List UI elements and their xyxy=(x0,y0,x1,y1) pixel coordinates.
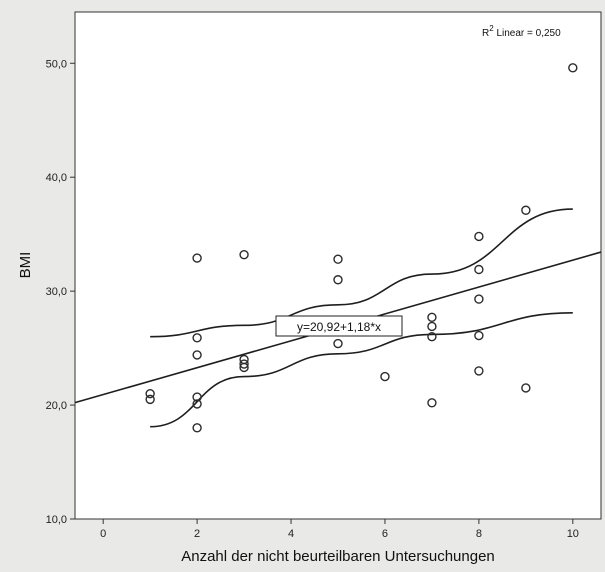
data-point xyxy=(333,254,343,264)
r-squared-label: R2 Linear = 0,250 xyxy=(482,24,561,39)
data-point xyxy=(192,333,202,343)
data-point xyxy=(427,312,437,323)
x-tick-label: 10 xyxy=(567,528,579,540)
confidence-band xyxy=(150,208,573,428)
data-point xyxy=(192,253,202,263)
data-point xyxy=(333,275,343,285)
x-tick-label: 0 xyxy=(100,528,106,540)
data-point xyxy=(427,321,437,332)
data-points xyxy=(145,63,578,433)
x-tick-label: 6 xyxy=(382,528,388,540)
x-tick-label: 2 xyxy=(194,528,200,540)
data-point xyxy=(192,350,202,360)
data-point xyxy=(239,249,249,260)
x-tick-label: 4 xyxy=(288,528,294,540)
plot-area xyxy=(74,11,602,520)
ci-upper-curve xyxy=(150,208,573,338)
data-point xyxy=(474,294,484,304)
x-axis-title: Anzahl der nicht beurteilbaren Untersuch… xyxy=(181,548,495,565)
data-point xyxy=(427,398,437,408)
y-axis-title: BMI xyxy=(17,252,34,279)
data-point xyxy=(145,388,155,399)
r-squared-text: Linear = 0,250 xyxy=(494,28,561,39)
data-point xyxy=(192,392,202,402)
equation-box xyxy=(275,315,403,337)
equation-label: y=20,92+1,18*x xyxy=(275,315,403,337)
data-point xyxy=(427,332,437,342)
axis-ticks: 0 2 4 6 8 10 10,0 20,0 30,0 40,0 50,0 xyxy=(46,58,579,540)
equation-text: y=20,92+1,18*x xyxy=(297,320,381,334)
r-squared-prefix: R xyxy=(482,28,489,39)
y-tick-label: 20,0 xyxy=(46,400,67,412)
y-tick-label: 10,0 xyxy=(46,514,67,526)
data-point xyxy=(474,330,484,341)
data-point xyxy=(521,383,531,393)
y-tick-label: 40,0 xyxy=(46,172,67,184)
data-point xyxy=(474,366,484,376)
y-tick-label: 50,0 xyxy=(46,58,67,70)
data-point xyxy=(568,63,578,73)
data-point xyxy=(333,338,343,349)
data-point xyxy=(239,362,249,373)
data-point xyxy=(474,264,484,275)
data-point xyxy=(192,423,202,433)
data-point xyxy=(145,394,155,405)
data-point xyxy=(474,231,484,242)
y-tick-label: 30,0 xyxy=(46,286,67,298)
data-point xyxy=(521,205,531,215)
data-point xyxy=(380,371,390,382)
x-tick-label: 8 xyxy=(476,528,482,540)
ci-lower-curve xyxy=(150,311,573,428)
data-point xyxy=(239,359,249,369)
r-squared-superscript: 2 xyxy=(489,24,494,33)
data-point xyxy=(192,399,202,409)
